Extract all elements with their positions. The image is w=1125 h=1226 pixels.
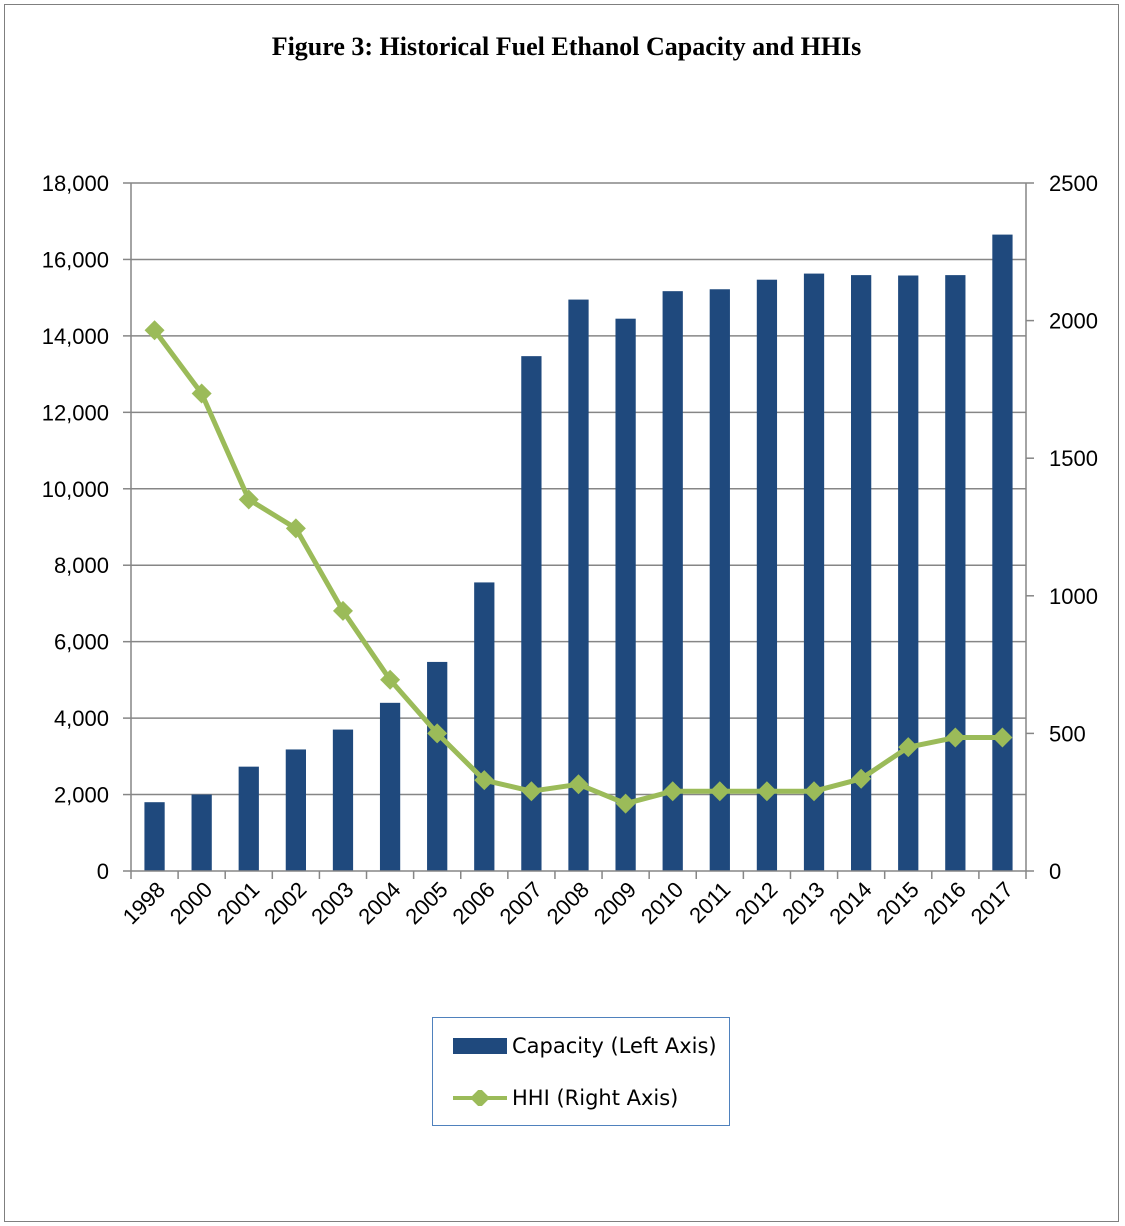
capacity-bar [144,802,165,871]
hhi-point [709,781,730,802]
left-axis-tick-label: 14,000 [42,324,109,349]
x-axis-tick-label: 2007 [495,877,547,929]
capacity-bar [662,291,683,871]
hhi-point [568,774,589,795]
capacity-bar [191,794,212,871]
capacity-swatch-icon [453,1038,507,1054]
hhi-point [144,320,165,341]
left-axis-tick-label: 8,000 [54,553,109,578]
x-axis-tick-label: 2009 [589,877,641,929]
hhi-point [804,781,825,802]
x-axis-tick-label: 2005 [400,877,452,929]
hhi-point [945,727,966,748]
left-axis-tick-label: 18,000 [42,171,109,196]
hhi-point [615,793,636,814]
left-axis-tick-label: 2,000 [54,783,109,808]
capacity-bar [851,275,872,871]
capacity-bar [379,702,401,871]
capacity-bar [238,766,259,871]
left-axis-tick-label: 6,000 [54,630,109,655]
x-axis-tick-label: 2002 [259,877,311,929]
hhi-point [285,518,306,539]
left-axis-tick-label: 16,000 [42,247,109,272]
x-axis-tick-label: 2011 [684,877,735,928]
hhi-point [380,669,401,690]
x-axis-tick-label: 1998 [118,877,170,929]
left-axis-tick-label: 0 [97,859,109,884]
right-axis-tick-label: 1000 [1049,584,1098,609]
x-axis-tick-label: 2016 [919,877,971,929]
x-axis-tick-label: 2008 [542,877,594,929]
x-axis-tick-label: 2004 [353,877,405,929]
x-axis-tick-label: 2014 [824,877,876,929]
right-axis-tick-label: 0 [1049,859,1061,884]
left-axis-tick-label: 12,000 [42,400,109,425]
capacity-bar [474,582,495,871]
right-axis-tick-label: 1500 [1049,446,1098,471]
hhi-point [662,781,683,802]
capacity-bar [285,749,306,871]
capacity-bar [332,729,354,871]
hhi-point [851,768,872,789]
x-axis-tick-label: 2017 [966,877,1018,929]
capacity-bar [756,279,778,871]
capacity-bar [803,273,825,871]
capacity-bar [992,234,1013,872]
axes [123,182,1034,879]
right-axis-tick-label: 2000 [1049,309,1098,334]
legend-label-capacity: Capacity (Left Axis) [512,1034,717,1058]
capacity-bar [427,661,448,871]
legend-label-hhi: HHI (Right Axis) [512,1086,679,1110]
hhi-point [474,770,495,791]
hhi-point [332,600,353,621]
hhi-point [756,781,777,802]
capacity-bar [568,299,589,872]
x-axis-tick-label: 2012 [730,877,782,929]
x-axis-tick-label: 2003 [306,877,358,929]
hhi-line [144,320,1013,814]
capacity-bar [945,275,966,871]
x-axis-tick-label: 2013 [777,877,829,929]
chart-title: Figure 3: Historical Fuel Ethanol Capaci… [271,32,862,61]
x-axis-tick-label: 2010 [636,877,688,929]
hhi-point [898,737,919,758]
x-axis-tick-label: 2015 [871,877,923,929]
hhi-point [238,489,259,510]
hhi-point [191,383,212,404]
left-axis-tick-label: 10,000 [42,477,109,502]
right-axis-tick-label: 500 [1049,721,1086,746]
capacity-bar [709,289,730,871]
axis-labels: 0 2,000 4,000 6,000 8,000 10,000 12,000 14,000 1… [42,171,1098,929]
left-axis-tick-label: 4,000 [54,706,109,731]
x-axis-tick-label: 2000 [165,877,217,929]
legend-item-hhi: HHI (Right Axis) [453,1086,678,1110]
x-axis-tick-label: 2006 [448,877,500,929]
legend: Capacity (Left Axis) HHI (Right Axis) [432,1017,730,1126]
capacity-bars [144,234,1013,872]
right-axis-tick-label: 2500 [1049,171,1098,196]
legend-item-capacity: Capacity (Left Axis) [453,1034,717,1058]
x-axis-tick-label: 2001 [212,877,264,929]
capacity-bar [898,275,919,871]
hhi-point [992,727,1013,748]
hhi-point [521,781,542,802]
capacity-bar [615,318,636,871]
capacity-bar [521,356,542,871]
hhi-point [427,723,448,744]
hhi-swatch-icon [453,1090,507,1106]
